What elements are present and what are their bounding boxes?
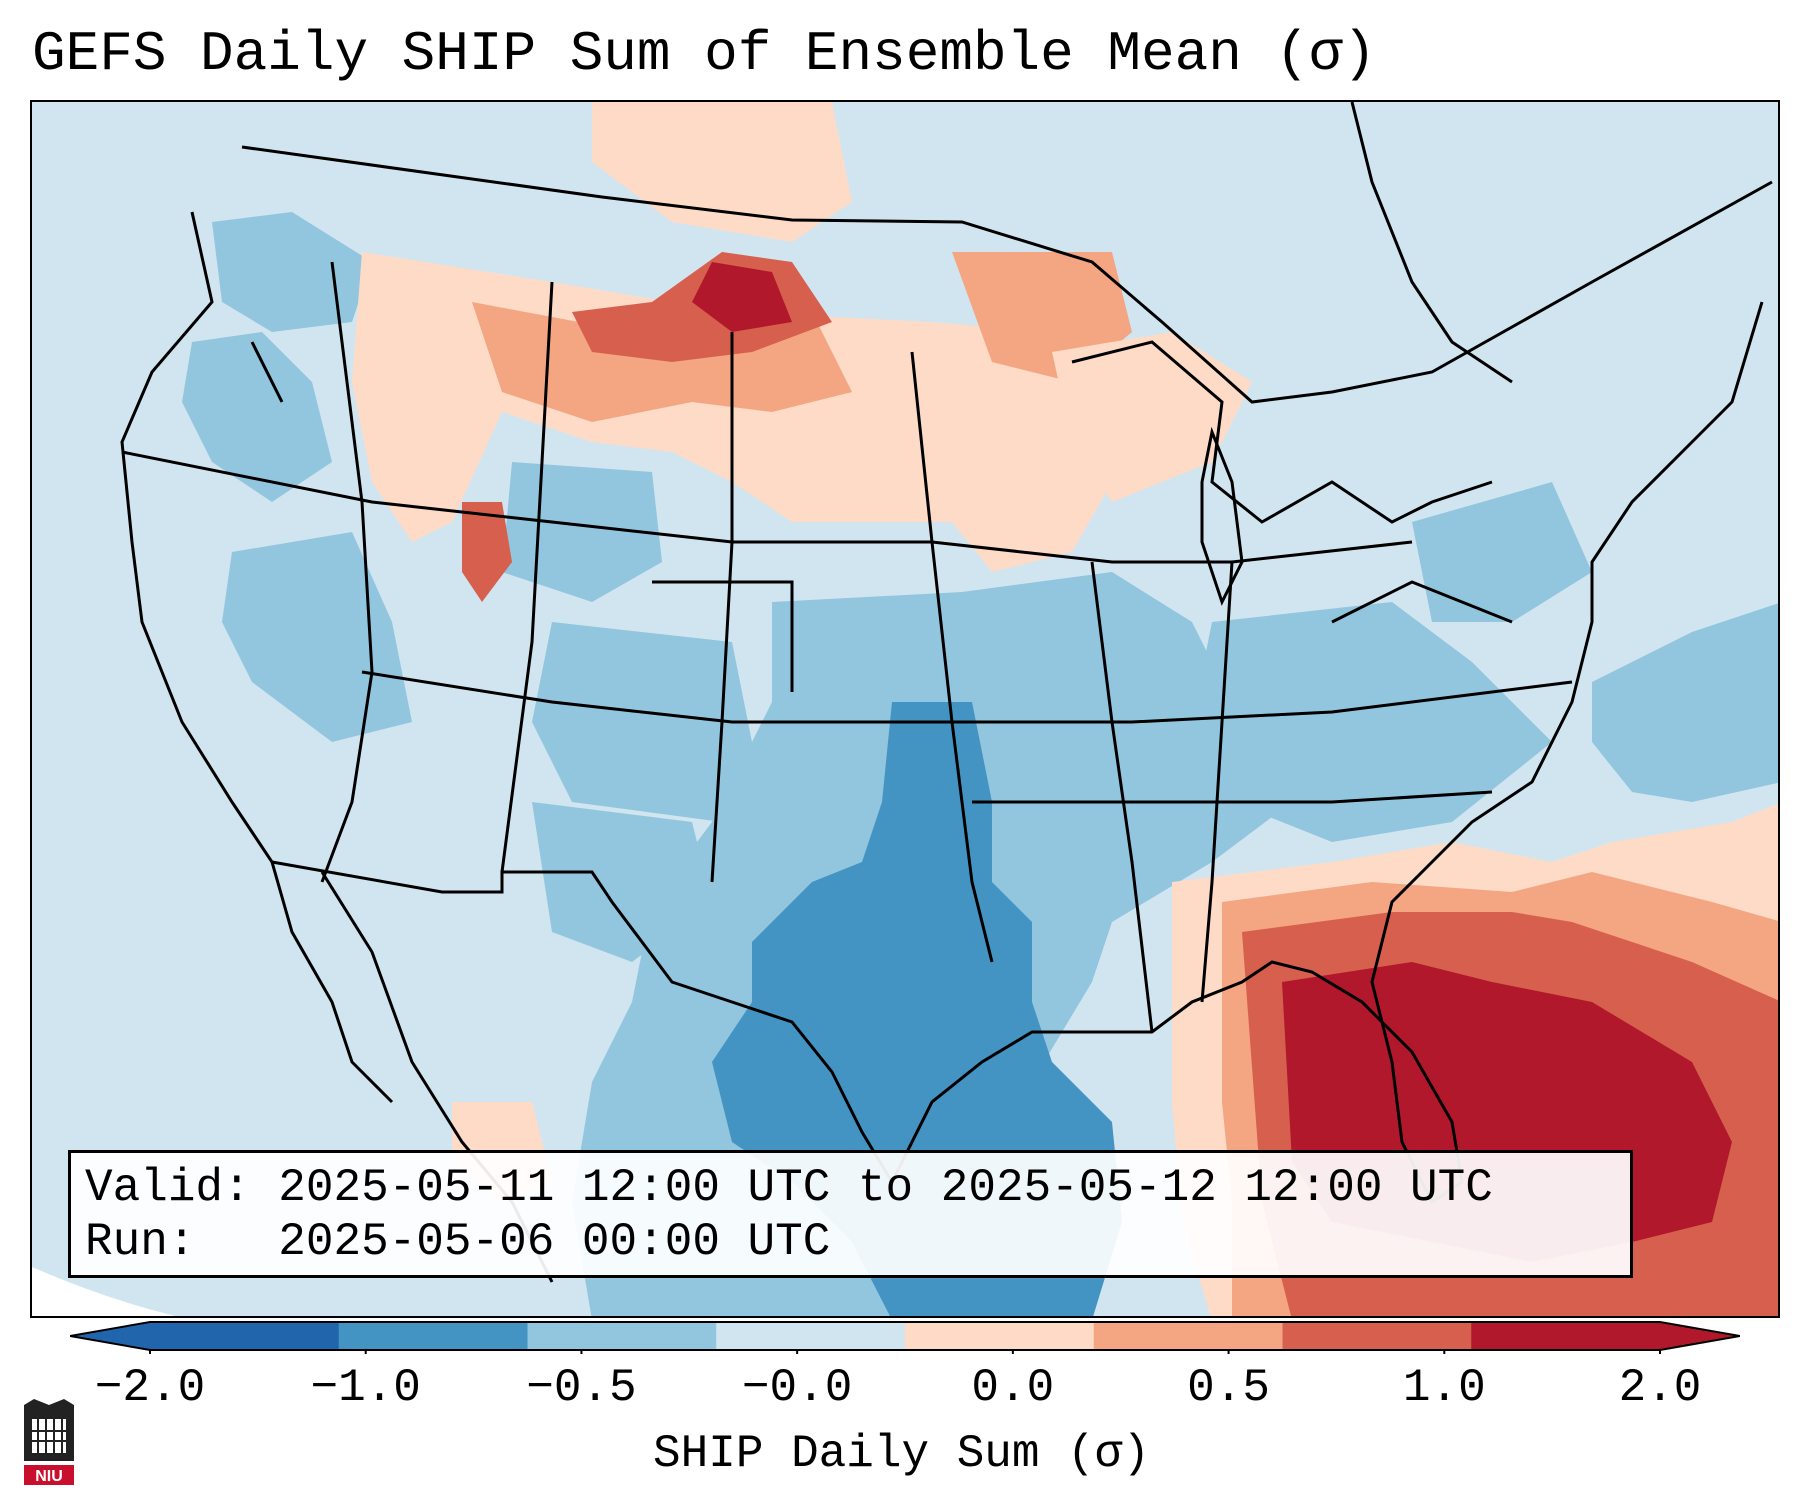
colorbar-extend-min — [70, 1322, 150, 1350]
region-atlantic-blue — [1592, 603, 1778, 802]
map-title: GEFS Daily SHIP Sum of Ensemble Mean (σ) — [32, 22, 1377, 86]
state-line-9 — [972, 790, 1493, 804]
state-line-1 — [121, 450, 1413, 564]
colorbar-segments — [70, 1322, 1740, 1350]
region-pacific-nw-blue — [182, 332, 332, 502]
colorbar-tick-label: 0.5 — [1187, 1362, 1270, 1414]
region-co-blue — [532, 622, 752, 822]
state-line-7 — [1090, 561, 1154, 1033]
region-montana-core — [692, 262, 792, 332]
region-wy-blue — [502, 462, 662, 602]
region-nevada-blue — [222, 532, 412, 742]
map-canvas — [32, 102, 1778, 1316]
niu-logo-icon: NIU — [24, 1399, 74, 1485]
state-line-10 — [652, 580, 794, 692]
colorbar-label: SHIP Daily Sum (σ) — [653, 1428, 1150, 1480]
run-value: 2025-05-06 00:00 UTC — [278, 1216, 831, 1268]
colorbar-segment — [338, 1322, 528, 1350]
run-label: Run: — [85, 1216, 196, 1268]
colorbar-segment — [150, 1322, 340, 1350]
colorbar-outline — [70, 1321, 1740, 1351]
colorbar-extend-max — [1660, 1322, 1740, 1350]
region-idaho-red — [462, 502, 512, 602]
state-line-11 — [1331, 580, 1513, 624]
west-coast — [120, 211, 394, 1104]
projection-edge — [32, 1267, 176, 1316]
colorbar-tick-label: 0.0 — [971, 1362, 1055, 1414]
colorbar-segment — [716, 1322, 906, 1350]
colorbar-tick-label: −0.0 — [741, 1362, 853, 1414]
state-line-3 — [320, 261, 374, 883]
colorbar-segment — [1471, 1322, 1661, 1350]
region-ohio-valley-blue — [1192, 602, 1552, 842]
state-line-5 — [710, 332, 734, 883]
colorbar-segment — [1282, 1322, 1472, 1350]
colorbar-tick-label: −2.0 — [94, 1362, 206, 1414]
anomaly-regions — [182, 102, 1778, 1316]
great-lakes — [1071, 340, 1493, 524]
colorbar-segment — [905, 1322, 1095, 1350]
region-great-lakes-light-red — [1052, 332, 1252, 502]
lake-michigan — [1200, 426, 1244, 606]
logo-text: NIU — [35, 1468, 63, 1485]
colorbar-tick-label: 1.0 — [1402, 1362, 1486, 1414]
colorbar-segment — [527, 1322, 717, 1350]
hudson-coast — [1350, 102, 1513, 384]
us-canada-border — [241, 145, 1773, 404]
valid-label: Valid: — [85, 1162, 251, 1214]
state-line-4 — [500, 281, 554, 873]
colorbar-tick-label: −0.5 — [526, 1362, 637, 1414]
state-line-12 — [250, 341, 284, 403]
colorbar-tick-label: 2.0 — [1618, 1362, 1702, 1414]
map-panel — [30, 100, 1780, 1318]
region-saskatchewan-red — [592, 102, 852, 242]
region-ne-blue — [1412, 482, 1592, 622]
state-line-2 — [361, 670, 1573, 724]
valid-value: 2025-05-11 12:00 UTC to 2025-05-12 12:00… — [278, 1162, 1493, 1214]
colorbar-tick-label: −1.0 — [310, 1362, 421, 1414]
colorbar — [70, 1321, 1740, 1354]
mexico-border — [271, 860, 894, 1183]
valid-run-info-box: Valid: 2025-05-11 12:00 UTC to 2025-05-1… — [68, 1150, 1633, 1278]
region-wa-blue — [212, 212, 372, 332]
state-line-6 — [910, 351, 994, 963]
colorbar-segment — [1093, 1322, 1283, 1350]
